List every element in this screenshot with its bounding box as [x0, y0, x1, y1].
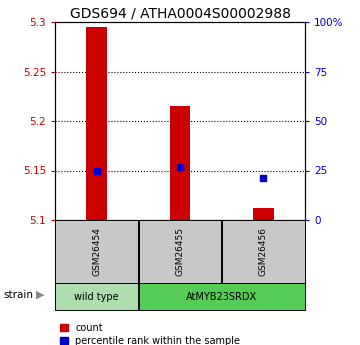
Bar [55, 283, 138, 310]
Bar [55, 220, 138, 283]
Text: GSM26456: GSM26456 [259, 227, 268, 276]
Title: GDS694 / ATHA0004S00002988: GDS694 / ATHA0004S00002988 [69, 7, 291, 21]
Text: GSM26454: GSM26454 [92, 227, 101, 276]
Text: GSM26455: GSM26455 [176, 227, 185, 276]
Bar [139, 283, 305, 310]
Legend: count, percentile rank within the sample: count, percentile rank within the sample [60, 323, 240, 345]
Text: AtMYB23SRDX: AtMYB23SRDX [186, 292, 257, 302]
Bar [222, 220, 305, 283]
Text: strain: strain [4, 290, 33, 300]
Text: wild type: wild type [75, 292, 119, 302]
Bar [86, 27, 107, 220]
Bar [170, 106, 190, 220]
Text: ▶: ▶ [36, 290, 45, 300]
Bar [139, 220, 221, 283]
Bar [253, 208, 274, 220]
